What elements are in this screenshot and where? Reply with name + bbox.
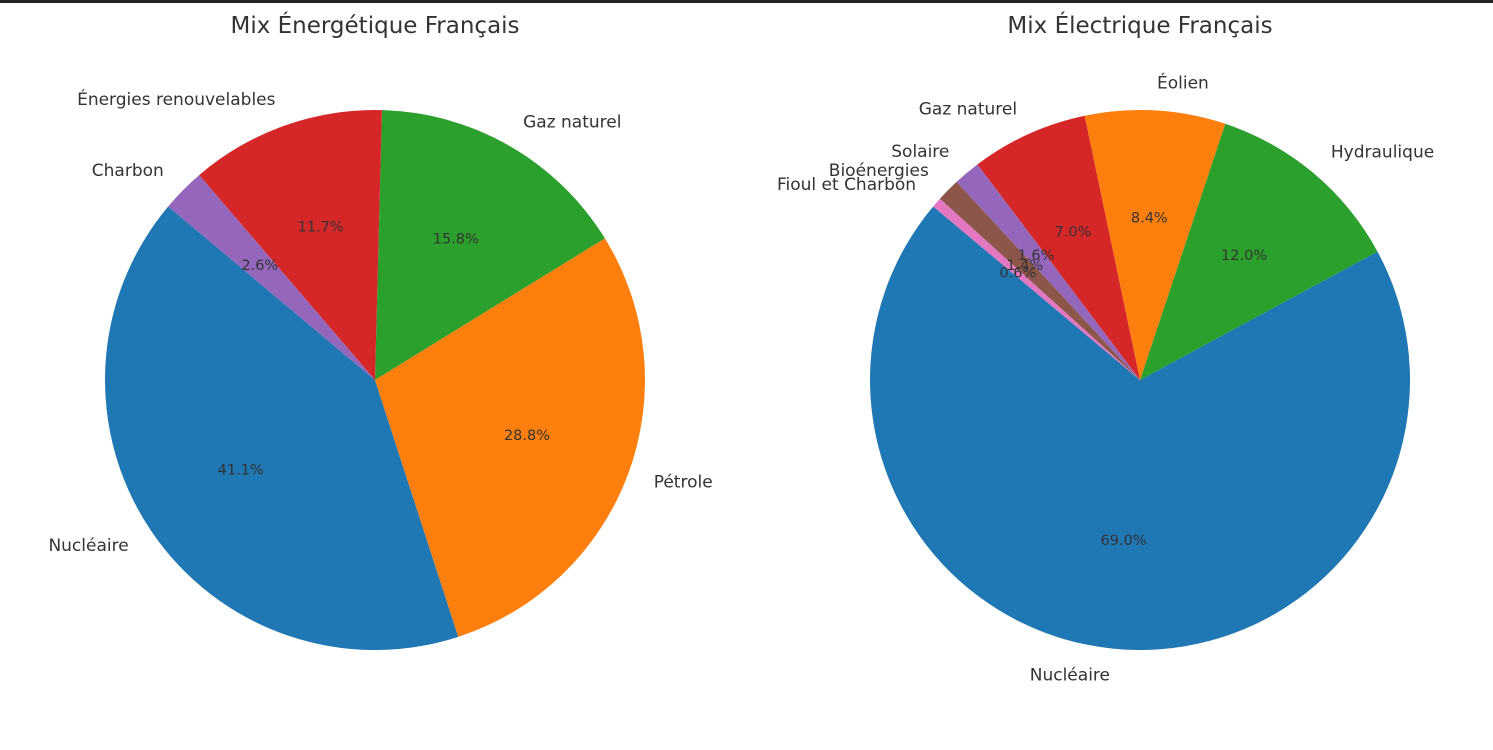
slice-label-nucleaire: Nucléaire <box>48 536 128 556</box>
wedge-gaz-naturel <box>977 115 1140 381</box>
wedge-nucleaire <box>870 206 1411 650</box>
percent-label-bioenergies: 1.4% <box>1006 258 1043 274</box>
wedge-gaz-naturel <box>375 110 605 380</box>
percent-label-fioul-et-charbon: 0.6% <box>999 266 1036 282</box>
wedge-hydraulique <box>1140 123 1378 381</box>
percent-label-energies-renouvelables: 11.7% <box>298 219 344 235</box>
slice-label-bioenergies: Bioénergies <box>829 161 929 181</box>
slice-label-gaz-naturel: Gaz naturel <box>919 100 1017 120</box>
slice-label-nucleaire: Nucléaire <box>1030 666 1110 686</box>
slice-label-solaire: Solaire <box>891 142 949 162</box>
top-border <box>0 0 1493 3</box>
slice-label-petrole: Pétrole <box>654 473 713 493</box>
chart-title: Mix Énergétique Français <box>230 11 519 39</box>
slice-label-eolien: Éolien <box>1157 72 1209 94</box>
percent-label-gaz-naturel: 15.8% <box>433 232 479 248</box>
slice-label-gaz-naturel: Gaz naturel <box>523 113 621 133</box>
wedge-petrole <box>375 238 646 637</box>
percent-label-charbon: 2.6% <box>241 258 278 274</box>
percent-label-nucleaire: 69.0% <box>1101 533 1147 549</box>
percent-label-solaire: 1.6% <box>1018 248 1055 264</box>
wedge-solaire <box>956 164 1140 380</box>
slice-label-charbon: Charbon <box>92 161 164 181</box>
percent-label-eolien: 8.4% <box>1131 210 1168 226</box>
wedge-fioul-et-charbon <box>933 198 1140 380</box>
percent-label-hydraulique: 12.0% <box>1221 248 1267 264</box>
percent-label-nucleaire: 41.1% <box>218 463 264 479</box>
wedge-charbon <box>168 175 375 380</box>
slice-label-fioul-et-charbon: Fioul et Charbon <box>777 175 916 195</box>
wedge-eolien <box>1084 109 1226 380</box>
wedge-nucleaire <box>105 206 459 650</box>
slice-label-hydraulique: Hydraulique <box>1331 143 1434 163</box>
percent-label-gaz-naturel: 7.0% <box>1055 225 1092 241</box>
wedge-energies-renouvelables <box>199 110 382 381</box>
wedge-bioenergies <box>939 181 1140 380</box>
chart-title: Mix Électrique Français <box>1007 11 1272 39</box>
pie-chart-2: Mix Électrique Français Nucléaire 69.0% Hyd… <box>777 11 1434 686</box>
slice-label-energies-renouvelables: Énergies renouvelables <box>77 88 276 110</box>
percent-label-petrole: 28.8% <box>504 428 550 444</box>
pie-chart-1: Mix Énergétique Français Nucléaire 41.1% Pé… <box>48 11 713 650</box>
